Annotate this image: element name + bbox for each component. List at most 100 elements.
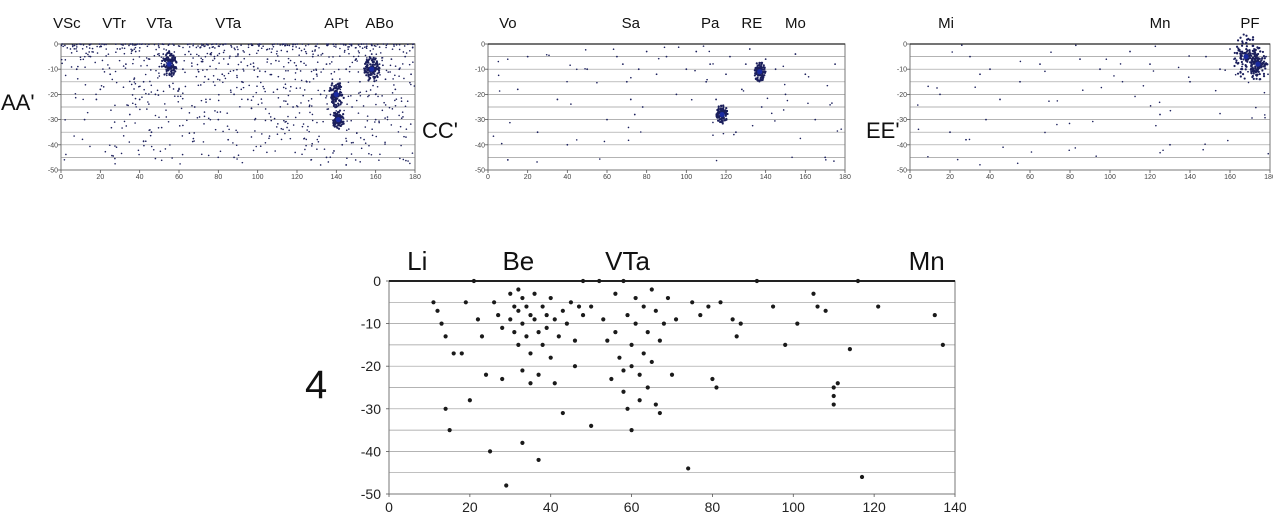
region-label: Mi [938,15,954,32]
data-point [1247,70,1249,73]
data-point [165,56,169,59]
data-point [169,73,172,76]
data-point [1243,77,1246,80]
data-point [193,132,195,134]
data-point [1255,74,1258,77]
data-point [70,52,73,54]
data-point [357,50,360,52]
data-point [621,278,626,284]
data-point [369,50,372,52]
data-point [272,91,275,93]
data-point [193,140,195,142]
x-tick-label: 20 [96,174,104,181]
data-point [497,60,500,63]
data-point [165,72,168,75]
data-point [404,55,407,58]
data-point [394,104,397,107]
y-tick-label: -10 [361,316,381,332]
data-point [284,44,287,47]
data-point [411,46,414,48]
data-point [298,54,300,56]
cluster-center [757,69,763,75]
data-point [174,59,177,63]
data-point [69,48,72,50]
data-point [532,317,537,322]
data-point [307,99,310,102]
data-point [308,104,311,106]
data-point [362,105,365,107]
data-point [329,62,331,65]
data-point [138,153,140,156]
data-point [989,68,991,71]
data-point [64,44,66,47]
data-point [1233,57,1237,60]
data-point [371,63,375,66]
data-point [1154,45,1157,48]
data-point [483,372,489,377]
data-point [153,54,156,57]
data-point [172,71,176,75]
data-point [1068,149,1071,152]
data-point [179,163,181,165]
panel-AA: 0-10-20-30-40-500 20 40 60 80 100 120 140 160 180… [1,15,421,181]
data-point [516,88,519,91]
data-point [163,103,166,105]
data-point [105,48,108,50]
x-tick-label: 160 [799,174,811,181]
data-point [385,44,388,47]
data-point [311,119,314,122]
data-point [1162,149,1164,152]
data-point [81,47,84,50]
data-point [246,64,249,67]
data-point [286,44,289,47]
data-point [783,342,788,347]
data-point [287,69,289,72]
data-point [133,88,135,90]
data-point [337,68,340,71]
data-point [246,98,249,101]
data-point [1267,73,1269,76]
data-point [172,55,175,58]
x-tick-label: 40 [563,174,571,181]
data-point [314,45,317,48]
data-point [157,45,160,47]
data-point [300,60,302,63]
data-point [758,80,761,83]
data-point [528,381,533,386]
data-point [740,88,743,91]
data-point [217,99,220,102]
data-point [500,142,503,145]
data-point [451,351,456,356]
data-point [184,71,186,74]
data-point [295,87,298,90]
data-point [350,44,353,47]
data-point [216,78,219,81]
y-tick-label: -20 [897,92,907,99]
data-point [811,291,816,296]
data-point [936,87,938,89]
data-point [384,117,386,119]
x-tick-label: 80 [705,499,721,515]
data-point [276,50,278,53]
data-point [385,69,388,72]
data-point [1149,63,1151,66]
data-point [320,54,322,56]
data-point [1044,131,1046,134]
cluster-center [1243,54,1249,60]
data-point [88,55,90,58]
data-point [158,52,160,55]
data-point [1235,61,1238,64]
data-point [345,137,347,140]
data-point [735,131,737,134]
x-tick-label: 100 [252,174,264,181]
data-point [356,60,358,62]
data-point [169,144,171,146]
x-tick-label: 60 [603,174,611,181]
y-tick-label: -50 [48,168,58,175]
data-point [173,57,176,60]
data-point [1255,77,1258,80]
data-point [107,53,110,55]
data-point [528,312,533,318]
data-point [207,44,209,46]
data-point [219,43,221,46]
